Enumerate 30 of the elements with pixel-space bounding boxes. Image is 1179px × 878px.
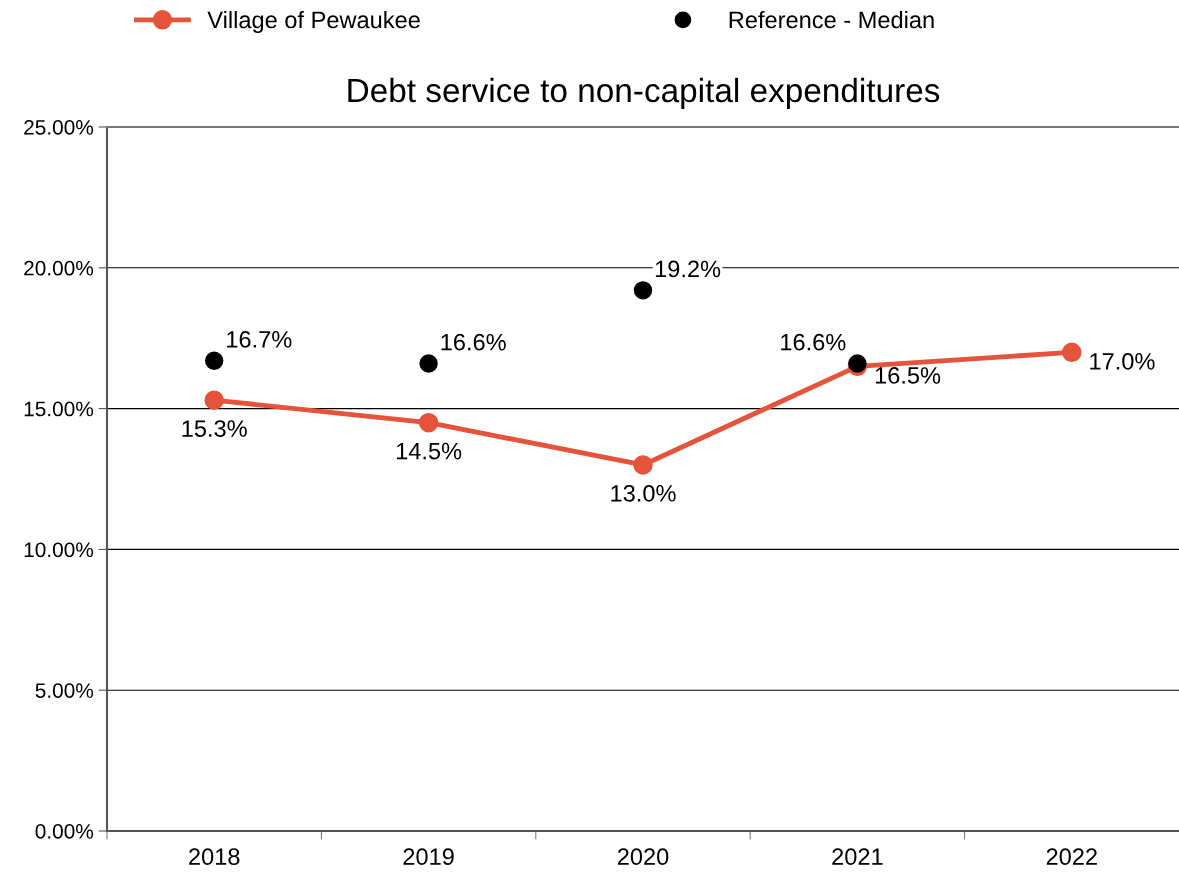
legend-label: Reference - Median bbox=[729, 10, 934, 29]
legend-label: Village of Pewaukee bbox=[207, 10, 420, 33]
data-label: 16.6% bbox=[441, 333, 506, 351]
y-tick-label: 25.00% bbox=[24, 120, 94, 135]
point bbox=[204, 390, 224, 410]
point bbox=[418, 412, 439, 433]
y-tick-label: 0.00% bbox=[35, 824, 94, 839]
x-tick-label: 2022 bbox=[1046, 848, 1097, 866]
point bbox=[419, 354, 438, 373]
y-tick-label: 20.00% bbox=[24, 260, 94, 276]
x-tick-label: 2021 bbox=[832, 848, 883, 866]
point bbox=[633, 455, 653, 475]
data-label: 16.7% bbox=[227, 331, 292, 348]
data-label: 13.0% bbox=[611, 484, 676, 502]
data-label: 17.0% bbox=[1090, 353, 1155, 370]
point bbox=[204, 351, 224, 370]
x-tick-label: 2020 bbox=[617, 848, 669, 866]
chart-title: Debt service to non-capital expenditures bbox=[348, 77, 940, 109]
data-label: 19.2% bbox=[655, 260, 721, 278]
x-tick-label: 2018 bbox=[189, 848, 240, 866]
y-tick-label: 5.00% bbox=[35, 683, 94, 698]
data-label: 15.3% bbox=[182, 420, 247, 437]
y-tick-label: 15.00% bbox=[24, 401, 94, 417]
x-tick-label: 2019 bbox=[403, 848, 454, 866]
point bbox=[1062, 342, 1082, 363]
data-label: 16.6% bbox=[781, 333, 846, 351]
data-label: 16.5% bbox=[875, 367, 941, 384]
point bbox=[633, 281, 653, 300]
y-tick-label: 10.00% bbox=[24, 542, 94, 558]
data-label: 14.5% bbox=[396, 442, 462, 460]
